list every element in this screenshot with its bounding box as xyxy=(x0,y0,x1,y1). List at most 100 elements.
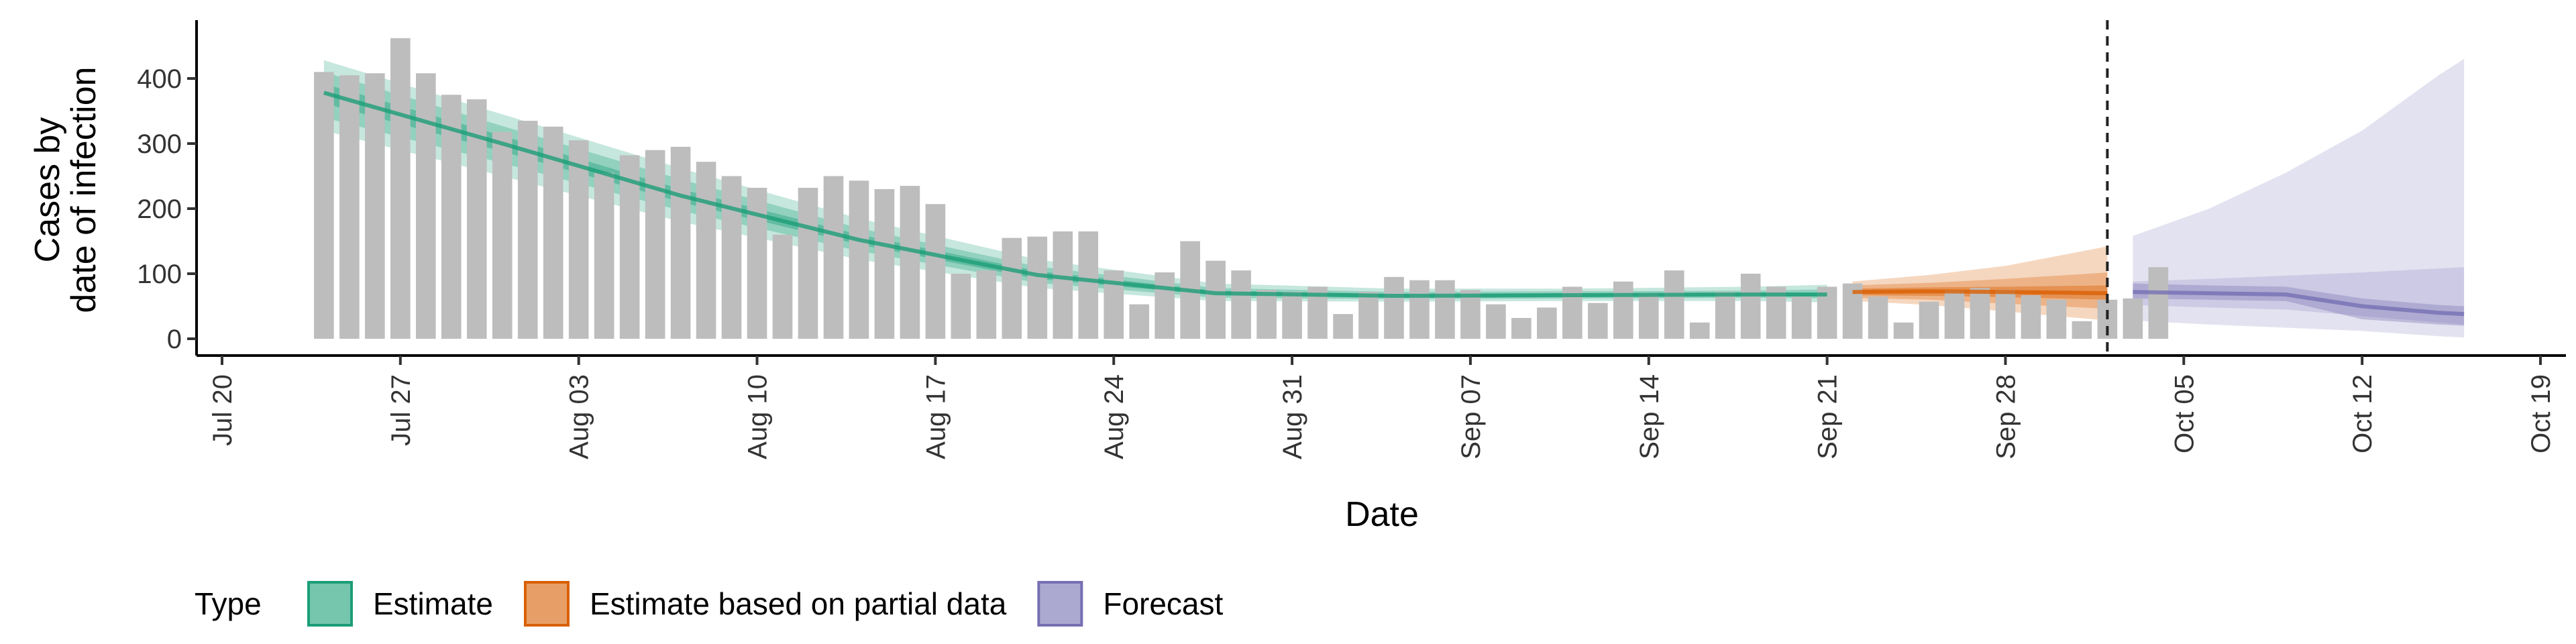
x-tick-label: Jul 27 xyxy=(386,374,416,446)
bar xyxy=(925,204,946,339)
bar xyxy=(1511,317,1532,339)
bar xyxy=(670,146,691,339)
bar xyxy=(1689,322,1710,339)
bar xyxy=(1358,292,1379,339)
bar xyxy=(1613,281,1633,339)
bar xyxy=(2072,321,2092,339)
bar xyxy=(594,172,614,339)
bar xyxy=(365,73,385,339)
estimate-median-line xyxy=(323,91,1827,299)
x-tick-label: Aug 10 xyxy=(743,374,773,460)
bar xyxy=(1970,288,1990,339)
bar xyxy=(1740,274,1761,339)
bar xyxy=(1333,314,1353,339)
estimate-based-on-partial-data-outer-ribbon xyxy=(1852,246,2108,321)
bar xyxy=(1129,304,1150,339)
bar xyxy=(568,140,589,339)
bar xyxy=(1256,290,1277,339)
legend-key xyxy=(523,581,570,627)
estimate-based-on-partial-data-median-line xyxy=(1852,289,2108,296)
bar xyxy=(1078,231,1099,339)
median-lines-layer xyxy=(323,91,2465,317)
x-tick-label: Oct 19 xyxy=(2526,374,2556,453)
bar xyxy=(976,270,997,339)
x-tick-label: Sep 21 xyxy=(1813,374,1843,460)
y-tick-label: 0 xyxy=(167,325,182,354)
bar xyxy=(1638,293,1659,339)
bar xyxy=(1205,260,1226,339)
bar xyxy=(339,75,360,339)
bar xyxy=(645,150,665,339)
bar xyxy=(1282,292,1302,339)
x-tick-label: Oct 12 xyxy=(2348,374,2377,453)
legend-label: Forecast xyxy=(1103,586,1223,621)
legend-key xyxy=(1037,581,1083,627)
x-axis-ticks: Jul 20 Jul 27 Aug 03 Aug 10 Aug 17 Aug 24 Aug … xyxy=(208,356,2556,460)
x-tick-label: Aug 24 xyxy=(1099,374,1129,460)
bar xyxy=(441,95,462,339)
bar xyxy=(1944,290,1965,339)
bar xyxy=(415,73,436,339)
bar xyxy=(619,155,640,339)
y-axis-ticks: 0 100 200 300 400 xyxy=(137,64,197,354)
bars-layer xyxy=(314,38,2169,339)
x-tick-label: Aug 31 xyxy=(1278,374,1307,460)
bar xyxy=(747,187,767,339)
bar xyxy=(492,131,513,339)
bar xyxy=(2046,299,2067,339)
bar xyxy=(1027,236,1048,339)
forecast-median-line xyxy=(2133,290,2465,317)
x-tick-label: Aug 03 xyxy=(565,374,594,460)
bar xyxy=(696,162,716,339)
bar xyxy=(1435,280,1455,339)
y-tick-label: 200 xyxy=(137,195,182,224)
x-tick-label: Sep 14 xyxy=(1635,374,1664,460)
bar xyxy=(951,274,971,339)
bar xyxy=(1002,237,1022,339)
bar xyxy=(798,187,818,339)
bar xyxy=(1537,307,1557,339)
bar xyxy=(1919,301,1939,339)
x-tick-label: Oct 05 xyxy=(2169,374,2199,453)
bar xyxy=(1460,290,1481,339)
bar xyxy=(390,38,411,339)
y-tick-label: 400 xyxy=(137,64,182,94)
bar xyxy=(2148,267,2169,339)
x-tick-label: Sep 28 xyxy=(1992,374,2021,460)
y-tick-label: 300 xyxy=(137,129,182,159)
bar xyxy=(1384,276,1404,339)
bar xyxy=(517,121,538,339)
bar xyxy=(1409,280,1430,339)
legend-title: Type xyxy=(195,586,262,621)
bar xyxy=(1868,296,1888,339)
bar xyxy=(721,176,742,339)
x-tick-label: Sep 07 xyxy=(1456,374,1486,460)
y-tick-label: 100 xyxy=(137,260,182,289)
bar xyxy=(1715,292,1735,339)
bar xyxy=(1664,270,1684,339)
bar xyxy=(900,186,920,339)
bar xyxy=(849,180,869,339)
x-tick-label: Aug 17 xyxy=(921,374,951,460)
bar xyxy=(2021,295,2041,339)
legend-label: Estimate xyxy=(373,586,493,621)
bar xyxy=(1053,231,1073,339)
bar xyxy=(772,234,793,339)
y-axis-title-line-1: Cases by xyxy=(28,117,67,263)
bar xyxy=(314,72,334,339)
bar xyxy=(823,176,844,339)
bar xyxy=(1995,290,2016,339)
bar xyxy=(1155,272,1175,339)
legend: Type Estimate Estimate based on partial da… xyxy=(195,581,1224,627)
bar xyxy=(1588,303,1608,339)
y-axis-title-line-2: date of infection xyxy=(64,66,103,313)
x-tick-label: Jul 20 xyxy=(208,374,237,446)
bar xyxy=(2123,298,2143,339)
bar xyxy=(1893,322,1914,339)
bar xyxy=(1791,296,1812,339)
legend-label: Estimate based on partial data xyxy=(590,586,1007,621)
forecast-outer-ribbon xyxy=(2133,58,2465,338)
bar xyxy=(1486,304,1506,339)
bar xyxy=(1231,270,1251,339)
